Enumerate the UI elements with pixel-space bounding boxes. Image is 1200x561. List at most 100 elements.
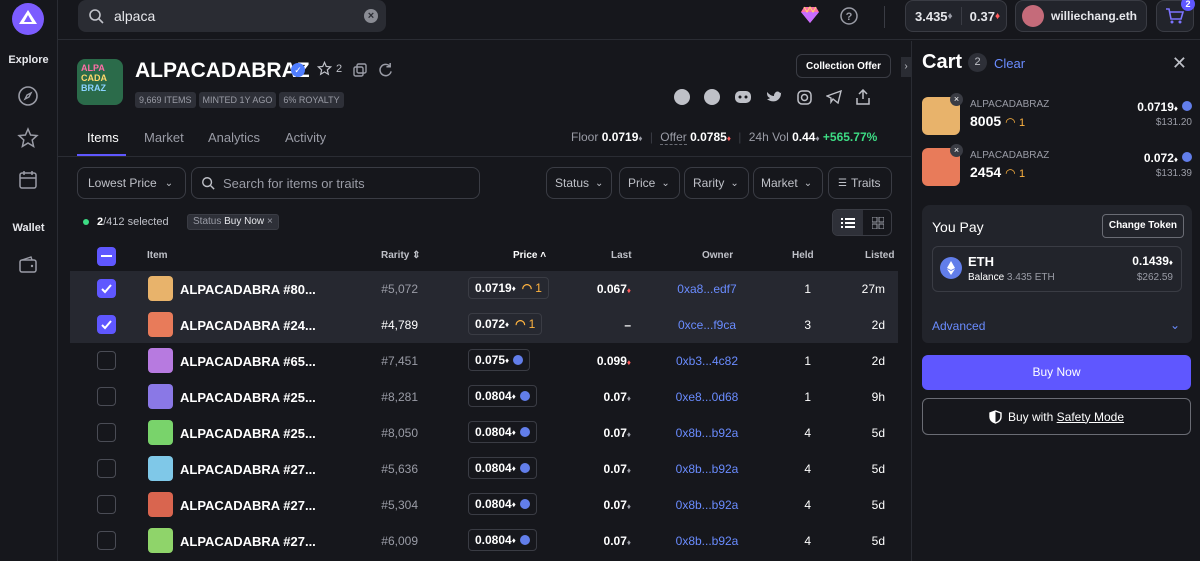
star-icon[interactable] [17,127,39,149]
table-row[interactable]: ALPACADABRA #27... #6,009 0.0804 ♦ 0.07♦ … [70,523,898,559]
tab-analytics[interactable]: Analytics [208,130,261,145]
item-name[interactable]: ALPACADABRA #65... [180,354,316,369]
account-pill[interactable]: williechang.eth [1015,0,1147,32]
cart-item[interactable]: × ALPACADABRAZ 8005 ◠ 1 0.0719♦ $131.20 [922,93,1192,141]
item-name[interactable]: ALPACADABRA #27... [180,498,316,513]
telegram-icon[interactable] [826,90,842,104]
token-row[interactable]: ETH Balance 3.435 ETH 0.1439♦ $262.59 [932,246,1182,292]
list-view-icon[interactable] [833,210,863,235]
item-price[interactable]: 0.075 ♦ [468,349,531,371]
app-logo-icon[interactable] [12,3,44,35]
item-owner[interactable]: 0x8b...b92a [675,498,739,512]
left-sidebar: Explore Wallet [0,0,58,561]
item-name[interactable]: ALPACADABRA #24... [180,318,316,333]
table-row[interactable]: ALPACADABRA #65... #7,451 0.075 ♦ 0.099♦ … [70,343,898,379]
item-held: 3 [804,318,811,332]
grid-view-icon[interactable] [863,210,892,235]
cart-button[interactable]: 2 [1156,0,1195,32]
item-owner[interactable]: 0xb3...4c82 [675,354,739,368]
table-row[interactable]: ALPACADABRA #80... #5,072 0.0719 ♦ ◠ 1 0.06… [70,271,898,307]
col-rarity[interactable]: Rarity ⇕ [381,250,421,261]
row-checkbox[interactable] [97,387,116,406]
table-row[interactable]: ALPACADABRA #27... #5,304 0.0804 ♦ 0.07♦ … [70,487,898,523]
remove-item-icon[interactable]: × [950,93,963,106]
item-owner[interactable]: 0x8b...b92a [675,462,739,476]
item-owner[interactable]: 0xa8...edf7 [677,282,737,296]
tab-activity[interactable]: Activity [285,130,327,145]
balance-pill[interactable]: 3.435 ♦ 0.37 ♦ [905,0,1007,32]
advanced-section[interactable]: Advanced ⌄ [922,311,1192,343]
item-owner[interactable]: 0xe8...0d68 [675,390,739,404]
item-price[interactable]: 0.0804 ♦ [468,421,537,443]
price-filter[interactable]: Price ⌄ [619,167,680,199]
row-checkbox[interactable] [97,279,116,298]
buy-now-button[interactable]: Buy Now [922,355,1191,390]
table-row[interactable]: ALPACADABRA #25... #8,050 0.0804 ♦ 0.07♦ … [70,415,898,451]
calendar-icon[interactable] [17,169,39,191]
item-name[interactable]: ALPACADABRA #25... [180,426,316,441]
collection-offer-button[interactable]: Collection Offer [796,54,891,78]
status-filter-chip[interactable]: Status Buy Now × [187,214,279,230]
traits-filter[interactable]: ☰ Traits [828,167,892,199]
row-checkbox[interactable] [97,459,116,478]
item-owner[interactable]: 0x8b...b92a [675,426,739,440]
looksrare-icon[interactable] [704,89,720,105]
col-price[interactable]: Price ˄ [513,250,547,261]
item-price[interactable]: 0.072 ♦ ◠ 1 [468,313,543,335]
row-checkbox[interactable] [97,423,116,442]
help-icon[interactable]: ? [840,7,858,28]
remove-item-icon[interactable]: × [950,144,963,157]
status-filter[interactable]: Status ⌄ [546,167,612,199]
cart-item[interactable]: × ALPACADABRAZ 2454 ◠ 1 0.072♦ $131.39 [922,144,1192,192]
item-price[interactable]: 0.0804 ♦ [468,385,537,407]
item-price[interactable]: 0.0719 ♦ ◠ 1 [468,277,549,299]
share-icon[interactable] [856,89,870,105]
tab-items[interactable]: Items [87,130,119,145]
item-name[interactable]: ALPACADABRA #27... [180,534,316,549]
tab-market[interactable]: Market [144,130,184,145]
item-name[interactable]: ALPACADABRA #27... [180,462,316,477]
divider [884,6,885,28]
item-held: 4 [804,534,811,548]
row-checkbox[interactable] [97,495,116,514]
item-owner[interactable]: 0xce...f9ca [677,318,737,332]
cart-item-price: 0.072♦ [1144,151,1192,165]
watchlist-button[interactable]: 2 [317,61,342,76]
discord-icon[interactable] [734,90,752,104]
opensea-icon[interactable] [674,89,690,105]
table-row[interactable]: ALPACADABRA #25... #8,281 0.0804 ♦ 0.07♦ … [70,379,898,415]
close-icon[interactable]: ✕ [1171,53,1187,73]
refresh-icon[interactable] [378,62,393,80]
rarity-filter[interactable]: Rarity ⌄ [684,167,749,199]
instagram-icon[interactable] [797,89,812,105]
item-price[interactable]: 0.0804 ♦ [468,457,537,479]
table-row[interactable]: ALPACADABRA #27... #5,636 0.0804 ♦ 0.07♦ … [70,451,898,487]
item-name[interactable]: ALPACADABRA #80... [180,282,316,297]
weth-balance: 0.37 [969,8,995,24]
item-price[interactable]: 0.0804 ♦ [468,493,537,515]
search-bar[interactable]: alpaca × [78,0,386,32]
item-price[interactable]: 0.0804 ♦ [468,529,537,551]
collapse-panel-icon[interactable]: › [901,57,911,77]
item-name[interactable]: ALPACADABRA #25... [180,390,316,405]
row-checkbox[interactable] [97,351,116,370]
eth-icon [519,463,530,473]
compass-icon[interactable] [17,85,39,107]
row-checkbox[interactable] [97,315,116,334]
search-input[interactable]: alpaca [114,8,156,24]
item-owner[interactable]: 0x8b...b92a [675,534,739,548]
buy-safety-mode-button[interactable]: Buy with Safety Mode [922,398,1191,435]
items-search-input[interactable]: Search for items or traits [191,167,480,199]
change-token-button[interactable]: Change Token [1101,214,1184,238]
gem-icon[interactable] [800,6,820,27]
copy-icon[interactable] [353,63,367,80]
table-row[interactable]: ALPACADABRA #24... #4,789 0.072 ♦ ◠ 1 – 0xc… [70,307,898,343]
sort-dropdown[interactable]: Lowest Price ⌄ [77,167,186,199]
twitter-icon[interactable] [766,90,783,104]
clear-search-icon[interactable]: × [364,9,378,23]
row-checkbox[interactable] [97,531,116,550]
wallet-icon[interactable] [17,254,39,276]
market-filter[interactable]: Market ⌄ [753,167,823,199]
select-all-checkbox[interactable] [97,247,116,266]
clear-cart-link[interactable]: Clear [994,56,1026,71]
